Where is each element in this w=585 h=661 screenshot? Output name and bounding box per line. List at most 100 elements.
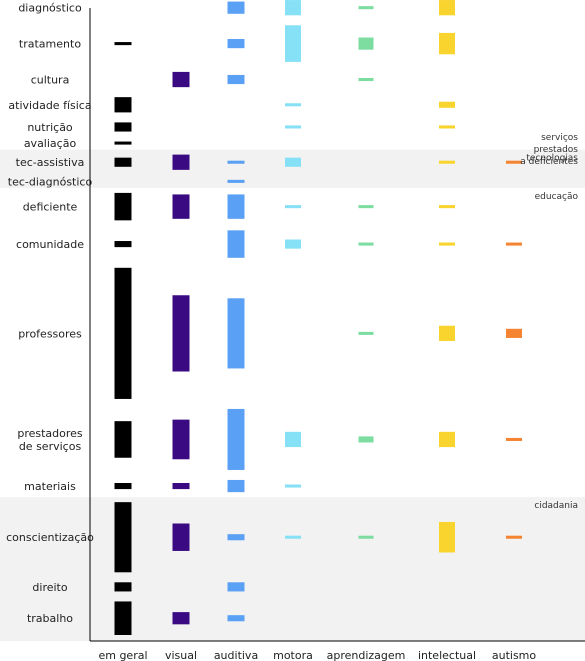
bar-7-auditiva xyxy=(227,160,245,164)
bar-9-auditiva xyxy=(227,194,245,219)
row-label-12-0: prestadores xyxy=(17,427,83,440)
bar-11-autismo xyxy=(506,328,522,338)
bar-12-intelectual xyxy=(439,431,455,448)
bar-9-intelectual xyxy=(439,205,455,209)
group-band-3 xyxy=(0,497,585,641)
row-label-5: nutrição xyxy=(27,121,73,134)
row-label-13: materiais xyxy=(24,480,76,493)
group-label-0-0: serviços xyxy=(541,133,578,143)
bar-7-motora xyxy=(285,157,301,167)
bar-3-aprendizagem xyxy=(358,78,374,82)
bar-12-motora xyxy=(285,431,301,448)
bar-14-autismo xyxy=(506,535,522,539)
bar-10-auditiva xyxy=(227,230,245,258)
row-label-1: diagnóstico xyxy=(18,2,82,15)
bar-14-intelectual xyxy=(439,521,455,553)
axes xyxy=(89,8,585,642)
bar-7-intelectual xyxy=(439,160,455,164)
bar-14-visual xyxy=(172,523,190,551)
row-label-12-1: de serviços xyxy=(19,440,82,453)
bar-12-visual xyxy=(172,419,190,460)
row-label-16: trabalho xyxy=(27,612,73,625)
bar-12-autismo xyxy=(506,437,522,441)
bar-2-auditiva xyxy=(227,39,245,49)
column-label-autismo: autismo xyxy=(492,649,537,661)
bar-13-auditiva xyxy=(227,479,245,493)
bar-11-geral xyxy=(114,267,132,399)
bar-16-visual xyxy=(172,612,190,625)
bar-9-visual xyxy=(172,194,190,219)
bar-16-geral xyxy=(114,601,132,635)
bar-16-auditiva xyxy=(227,615,245,622)
bar-11-intelectual xyxy=(439,325,455,341)
row-label-10: comunidade xyxy=(16,238,84,251)
row-label-8: tec-diagnóstico xyxy=(8,175,93,188)
group-band-1 xyxy=(0,149,585,188)
bar-10-autismo xyxy=(506,242,522,246)
bar-8-auditiva xyxy=(227,179,245,183)
bar-2-aprendizagem xyxy=(358,37,374,50)
bar-2-motora xyxy=(285,25,301,62)
bar-14-auditiva xyxy=(227,534,245,541)
row-labels: prevençãodiagnósticotratamentoculturaati… xyxy=(6,2,94,626)
bar-7-visual xyxy=(172,154,190,170)
bar-14-aprendizagem xyxy=(358,535,374,539)
bar-9-geral xyxy=(114,192,132,221)
bar-10-intelectual xyxy=(439,242,455,246)
group-label-1: tecnologias xyxy=(526,154,578,164)
bar-2-geral xyxy=(114,42,132,46)
bar-3-auditiva xyxy=(227,74,245,85)
bar-13-motora xyxy=(285,484,301,488)
bar-15-geral xyxy=(114,582,132,592)
group-label-3: cidadania xyxy=(534,501,578,511)
row-label-7: tec-assistiva xyxy=(16,156,85,169)
bar-4-motora xyxy=(285,103,301,107)
group-label-0-1: prestados xyxy=(534,145,579,155)
bar-9-motora xyxy=(285,205,301,209)
bar-12-geral xyxy=(114,421,132,458)
column-label-auditiva: auditiva xyxy=(214,649,258,661)
bars xyxy=(114,0,522,635)
column-label-visual: visual xyxy=(165,649,197,661)
row-label-2: tratamento xyxy=(19,38,81,51)
bar-1-motora xyxy=(285,0,301,16)
bar-5-geral xyxy=(114,122,132,132)
column-label-geral: em geral xyxy=(98,649,147,661)
bar-5-intelectual xyxy=(439,125,455,129)
bar-3-visual xyxy=(172,71,190,88)
bar-4-geral xyxy=(114,97,132,113)
bar-2-intelectual xyxy=(439,32,455,55)
group-label-0-2: a deficientes xyxy=(520,157,578,167)
bar-7-geral xyxy=(114,157,132,167)
group-label-2: educação xyxy=(535,192,579,202)
group-bands xyxy=(0,149,585,641)
bar-4-intelectual xyxy=(439,101,455,108)
row-label-15: direito xyxy=(32,581,67,594)
bar-14-motora xyxy=(285,535,301,539)
group-labels: serviços prestados a deficientestecnologia… xyxy=(520,133,578,511)
bar-5-motora xyxy=(285,125,301,129)
bar-13-visual xyxy=(172,483,190,490)
column-label-intelectual: intelectual xyxy=(418,649,476,661)
bar-10-motora xyxy=(285,239,301,249)
bar-11-visual xyxy=(172,295,190,372)
bar-14-geral xyxy=(114,502,132,573)
bar-11-auditiva xyxy=(227,298,245,369)
row-label-14: conscientização xyxy=(6,531,94,544)
bar-12-aprendizagem xyxy=(358,436,374,443)
bar-15-auditiva xyxy=(227,582,245,592)
bar-1-auditiva xyxy=(227,1,245,14)
row-label-3: cultura xyxy=(31,74,70,87)
row-label-6: avaliação xyxy=(24,137,77,150)
row-label-11: professores xyxy=(18,327,82,340)
column-label-motora: motora xyxy=(273,649,313,661)
row-label-4: atividade física xyxy=(8,99,91,112)
bar-11-aprendizagem xyxy=(358,331,374,335)
bar-13-geral xyxy=(114,483,132,490)
column-label-aprendizagem: aprendizagem xyxy=(327,649,406,661)
row-label-9: deficiente xyxy=(23,201,78,214)
column-labels: em geral visual auditiva motora aprendizagem… xyxy=(98,649,536,661)
bar-9-aprendizagem xyxy=(358,205,374,209)
bar-1-aprendizagem xyxy=(358,6,374,10)
